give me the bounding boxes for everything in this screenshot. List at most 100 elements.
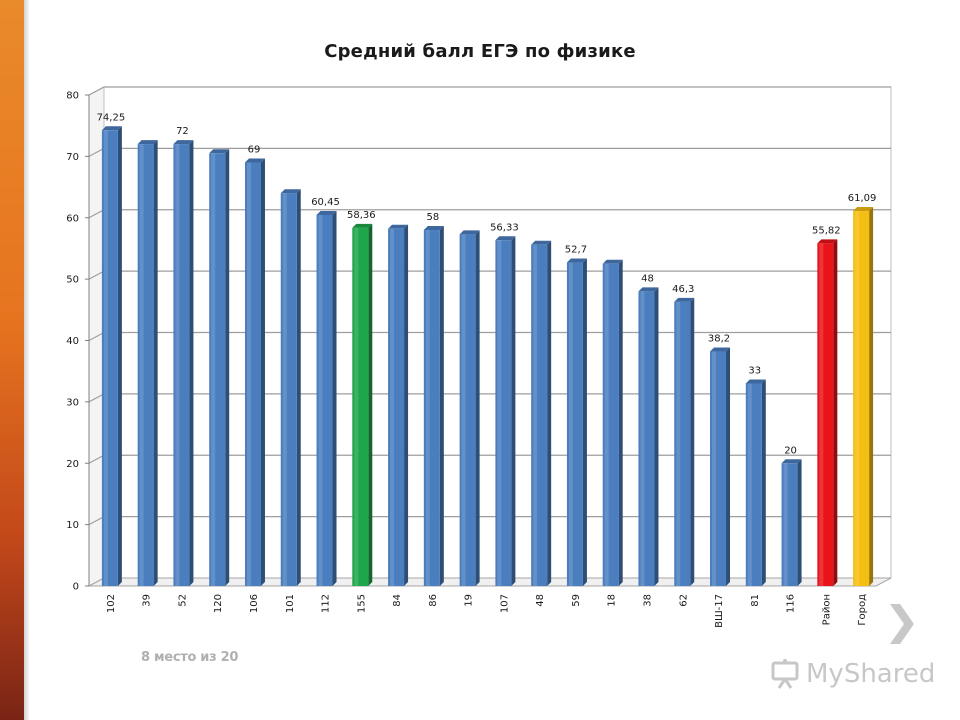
data-label: 46,3 [672, 284, 694, 295]
bar-highlight [747, 383, 752, 586]
bar-top [388, 224, 409, 229]
bar-side [225, 149, 230, 586]
data-label: 58,36 [347, 210, 376, 221]
bar [316, 214, 333, 586]
bar-highlight [783, 463, 788, 586]
data-label: 72 [176, 126, 189, 137]
y-tick-label: 0 [73, 582, 79, 593]
bar [853, 211, 870, 586]
bar [674, 301, 691, 586]
bar [209, 153, 226, 586]
x-tick-label: 19 [464, 594, 475, 607]
bar [173, 144, 190, 586]
bar-side [797, 459, 802, 586]
gridline-side [88, 331, 105, 342]
bar-side [690, 297, 695, 586]
bar-side [439, 226, 444, 586]
bar-top [710, 347, 731, 352]
x-tick-label: 107 [499, 594, 510, 613]
bar [459, 234, 476, 587]
bar-highlight [819, 243, 824, 586]
y-tick-label: 60 [66, 213, 79, 224]
bar-highlight [318, 214, 323, 586]
data-label: 60,45 [311, 197, 340, 208]
bar-side [511, 236, 516, 586]
x-tick-label: 106 [249, 594, 260, 613]
bar-side [833, 239, 838, 586]
gridline-side [88, 209, 105, 219]
bar-side [117, 126, 122, 587]
bar-top [602, 259, 623, 264]
y-tick-label: 80 [66, 91, 79, 102]
x-tick-label: 39 [142, 594, 153, 607]
bar-highlight [175, 144, 180, 586]
data-label: 69 [248, 145, 261, 156]
bar [638, 291, 655, 586]
bar-top [101, 126, 122, 131]
y-tick-label: 40 [66, 336, 79, 347]
bar [566, 262, 583, 586]
bar-highlight [282, 193, 287, 586]
x-tick-label: 48 [535, 594, 546, 607]
x-tick-label: 120 [213, 594, 224, 613]
bar [817, 243, 834, 586]
bar [388, 228, 405, 587]
data-label: 58 [426, 212, 439, 223]
bar-highlight [712, 351, 717, 586]
bar-top [173, 140, 194, 145]
bar-top [745, 379, 766, 384]
bar-highlight [354, 227, 359, 587]
bar [244, 162, 261, 586]
rank-annotation: 8 место из 20 [141, 650, 239, 665]
y-tick-label: 50 [66, 275, 79, 286]
x-tick-label: 116 [786, 594, 797, 613]
data-label: 33 [748, 365, 761, 376]
x-tick-label: 86 [428, 594, 439, 607]
bar-top [459, 230, 480, 235]
bar-highlight [425, 230, 430, 586]
bar [101, 130, 118, 586]
x-tick-label: 38 [642, 594, 653, 607]
x-tick-label: 18 [607, 594, 618, 607]
x-tick-label: 84 [392, 594, 403, 607]
bar [781, 463, 798, 586]
bar-top [280, 189, 301, 194]
side-decor-shadow [24, 0, 30, 720]
bar-side [296, 189, 301, 586]
bar-side [618, 259, 623, 586]
bar [137, 144, 154, 586]
bar-top [817, 239, 838, 244]
chevron-right-icon[interactable] [884, 600, 918, 648]
bar-highlight [533, 244, 538, 586]
bar-side [368, 223, 373, 587]
x-tick-label: ВШ-17 [714, 594, 725, 628]
bar-highlight [211, 153, 216, 586]
x-tick-label: 81 [750, 594, 761, 607]
watermark: MyShared [768, 656, 935, 692]
bar [602, 263, 619, 586]
bar-highlight [246, 162, 251, 586]
bar-highlight [640, 291, 645, 586]
y-tick-label: 10 [66, 520, 79, 531]
bar [710, 351, 727, 586]
gridline-side [88, 454, 105, 464]
data-label: 48 [641, 273, 654, 284]
bar-top [316, 210, 337, 215]
presentation-board-icon [771, 659, 799, 689]
gridline-side [88, 147, 105, 157]
gridline-side [88, 270, 105, 280]
bar-top [137, 140, 158, 145]
bar-top [209, 149, 230, 154]
bar-side [869, 207, 874, 586]
bar-top [781, 459, 802, 464]
gridline-side [88, 86, 105, 96]
bar-top [531, 240, 552, 245]
watermark-text: MyShared [806, 659, 936, 689]
data-label: 61,09 [848, 193, 877, 204]
bar-top [853, 207, 874, 212]
bar-highlight [103, 130, 108, 586]
bar-highlight [139, 144, 144, 586]
bar-side [189, 140, 194, 586]
bar-side [404, 224, 409, 587]
y-tick-label: 20 [66, 459, 79, 470]
